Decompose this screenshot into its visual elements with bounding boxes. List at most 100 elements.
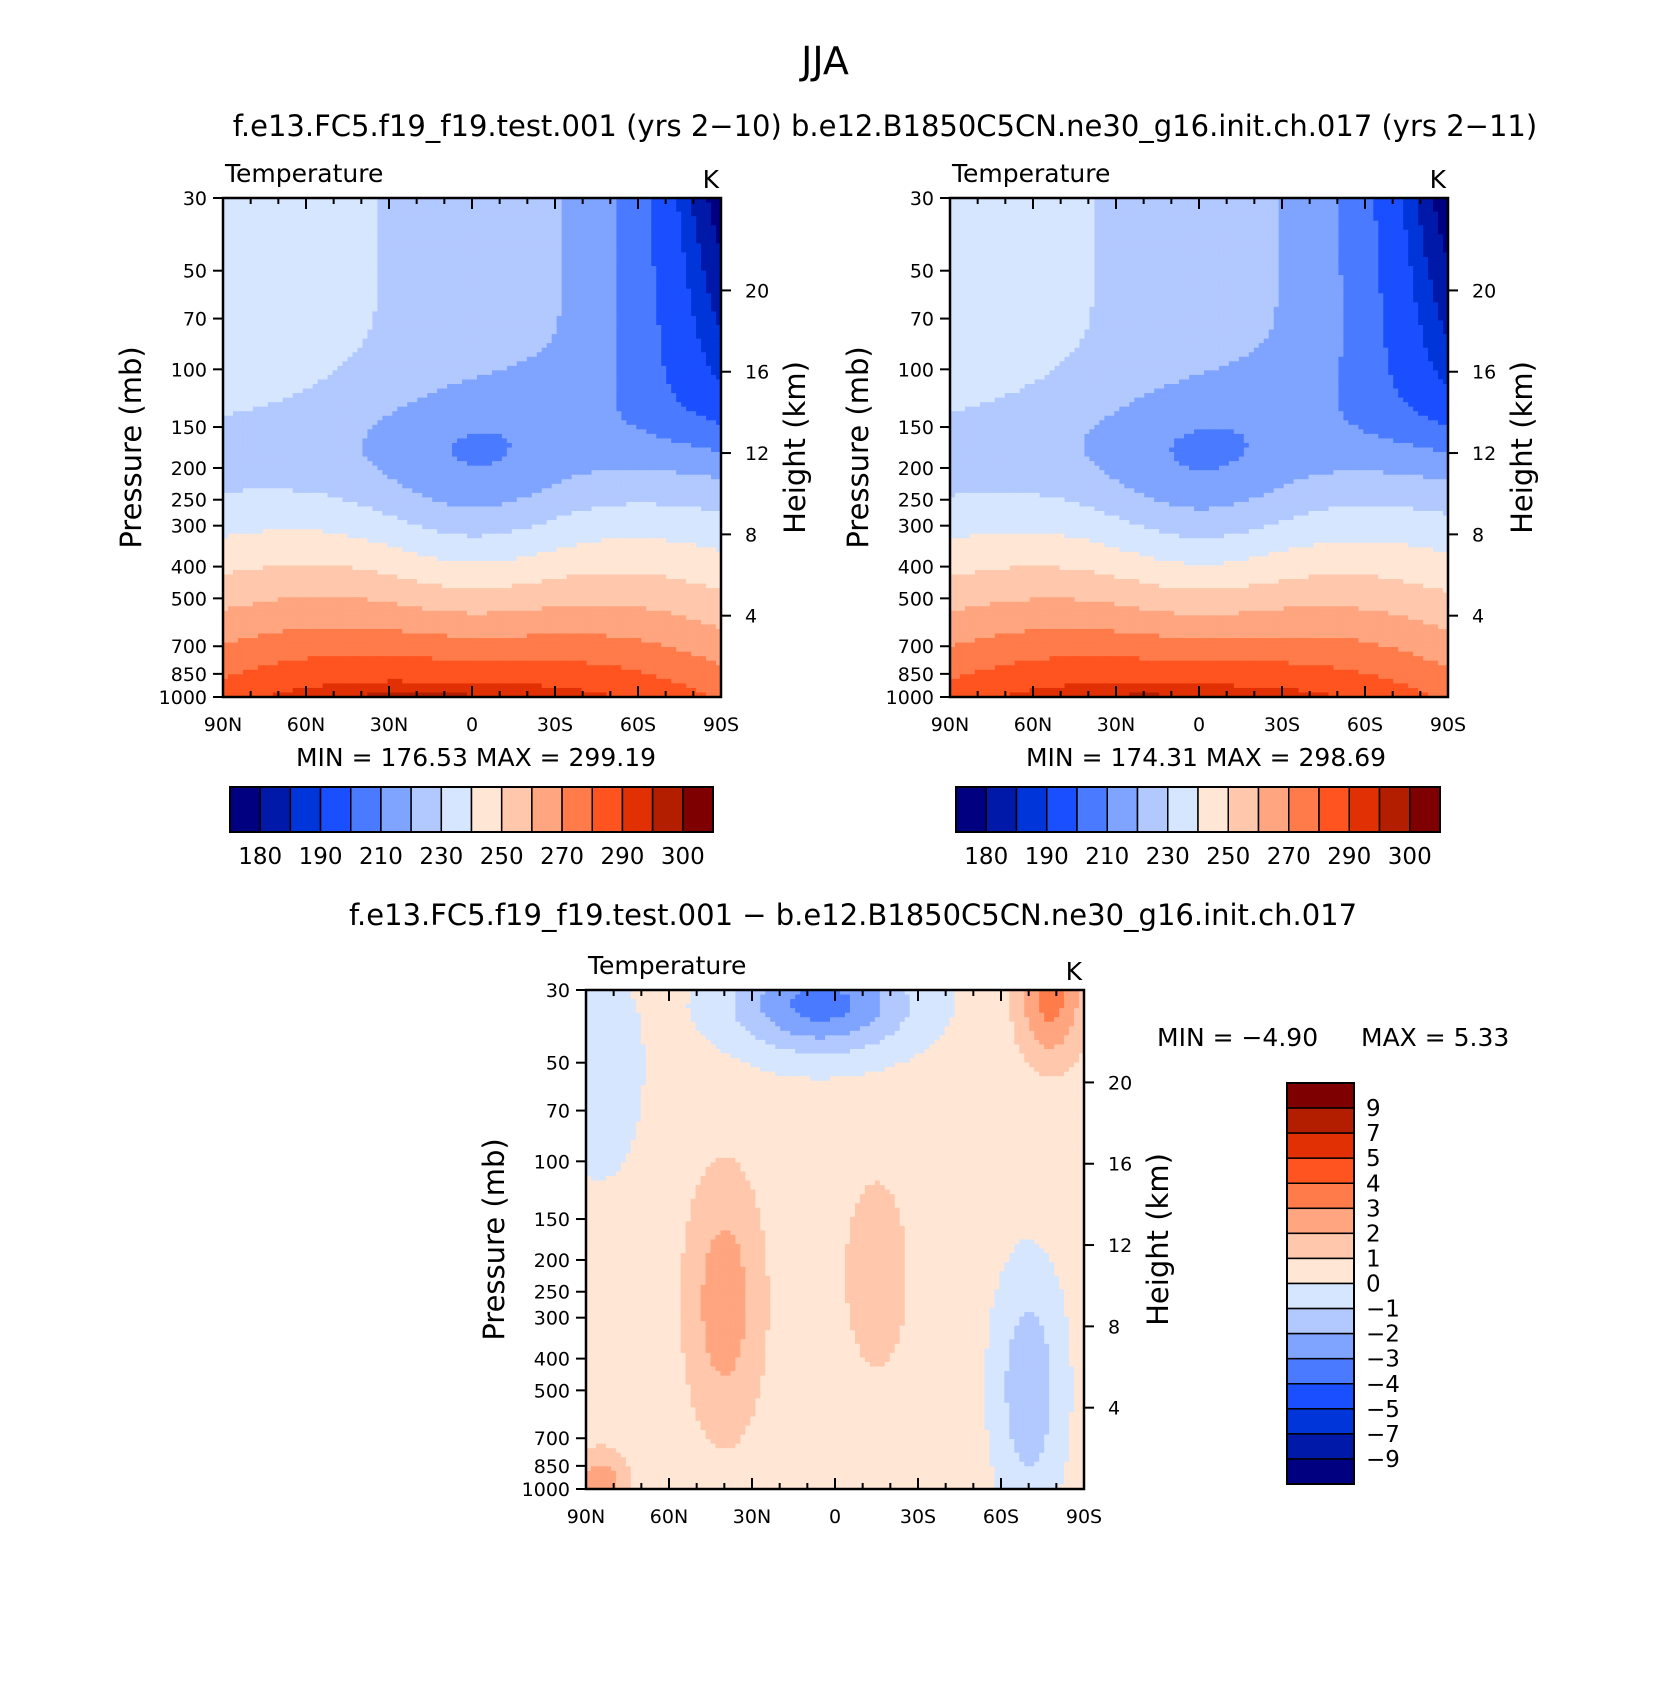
contour-cell [631,352,637,358]
contour-cell [412,302,418,308]
contour-cell [491,343,498,349]
contour-cell [267,338,274,344]
contour-cell [432,302,438,308]
contour-cell [392,247,398,254]
contour-cell [262,334,269,340]
contour-cell [586,238,593,244]
contour-cell [651,234,657,240]
contour-cell [292,402,299,408]
contour-cell [576,352,583,358]
contour-cell [606,216,613,222]
contour-cell [342,293,349,299]
contour-cell [377,397,383,403]
contour-cell [566,275,573,281]
contour-cell [372,370,378,376]
contour-cell [686,229,692,235]
contour-cell [237,252,244,258]
contour-cell [302,302,309,308]
contour-cell [651,266,657,272]
contour-cell [661,320,667,326]
contour-cell [631,402,637,408]
contour-cell [596,220,603,226]
contour-cell [457,411,463,417]
contour-cell [551,288,558,294]
contour-cell [257,234,264,240]
contour-cell [576,329,583,335]
contour-cell [382,356,388,362]
contour-cell [352,238,359,244]
contour-cell [546,293,553,299]
contour-cell [586,411,593,417]
contour-cell [601,288,608,294]
contour-cell [327,356,334,362]
contour-cell [606,320,613,326]
contour-cell [347,343,354,349]
diff-subtitle: f.e13.FC5.f19_f19.test.001 − b.e12.B1850… [349,898,1357,932]
contour-cell [716,261,722,267]
contour-cell [357,420,364,426]
contour-cell [696,252,702,258]
contour-cell [327,198,334,204]
contour-cell [412,402,418,408]
contour-cell [267,297,274,303]
contour-cell [267,279,274,285]
contour-cell [546,406,553,412]
contour-cell [377,393,383,399]
contour-cell [681,415,687,421]
contour-cell [656,343,662,349]
contour-cell [506,279,513,285]
contour-cell [242,270,249,276]
contour-cell [362,311,369,317]
contour-cell [232,243,239,249]
contour-cell [437,356,443,362]
contour-cell [476,370,483,376]
contour-cell [481,411,488,417]
contour-cell [387,202,393,208]
contour-cell [651,315,657,322]
contour-cell [536,270,543,276]
contour-cell [302,415,309,421]
contour-cell [476,279,483,285]
contour-cell [611,406,618,412]
contour-cell [706,293,712,299]
contour-cell [661,284,667,290]
contour-cell [307,374,314,381]
contour-cell [641,198,647,204]
contour-cell [716,370,722,376]
contour-cell [342,207,349,213]
contour-cell [636,388,642,394]
contour-cell [257,402,264,408]
contour-cell [452,411,458,417]
contour-cell [317,284,324,290]
contour-cell [457,338,463,344]
contour-cell [596,261,603,267]
contour-cell [417,397,423,403]
contour-cell [332,293,339,299]
contour-cell [297,379,304,385]
top-subtitle: f.e13.FC5.f19_f19.test.001 (yrs 2−10) b.… [233,109,1537,143]
contour-cell [287,388,294,394]
contour-cell [666,325,672,331]
contour-cell [432,238,438,244]
contour-cell [511,402,518,408]
contour-cell [646,202,652,208]
contour-cell [342,270,349,276]
contour-cell [223,356,229,362]
contour-cell [551,211,558,217]
contour-cell [661,220,667,226]
contour-cell [571,343,578,349]
contour-cell [257,361,264,367]
contour-cell [347,311,354,317]
contour-cell [382,284,388,290]
contour-cell [302,388,309,394]
contour-cell [287,234,294,240]
contour-cell [447,420,453,426]
contour-cell [442,374,448,381]
contour-cell [247,306,254,313]
contour-cell [556,198,563,204]
contour-cell [546,393,553,399]
contour-cell [571,361,578,367]
contour-cell [701,338,707,344]
contour-cell [223,270,229,276]
contour-cell [551,297,558,303]
